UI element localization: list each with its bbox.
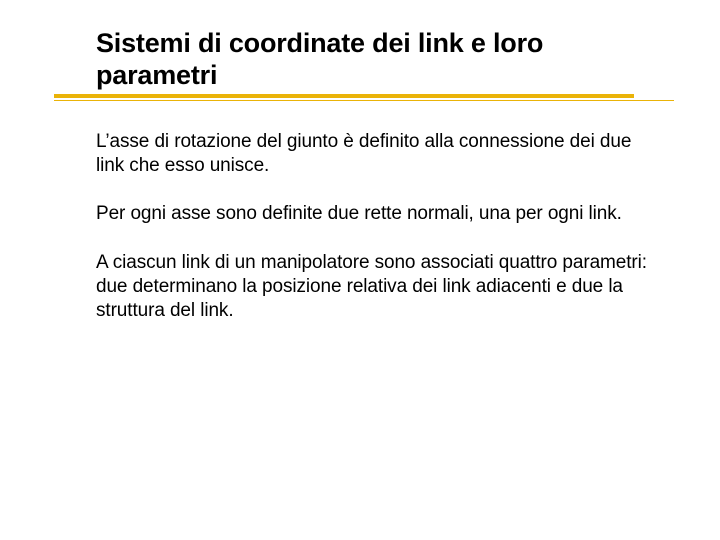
title-underline <box>54 94 674 108</box>
slide-title: Sistemi di coordinate dei link e loro pa… <box>96 28 650 92</box>
paragraph: L’asse di rotazione del giunto è definit… <box>96 130 650 179</box>
slide: Sistemi di coordinate dei link e loro pa… <box>0 0 720 540</box>
paragraph: A ciascun link di un manipolatore sono a… <box>96 251 650 324</box>
slide-body: L’asse di rotazione del giunto è definit… <box>96 130 650 324</box>
paragraph: Per ogni asse sono definite due rette no… <box>96 202 650 226</box>
